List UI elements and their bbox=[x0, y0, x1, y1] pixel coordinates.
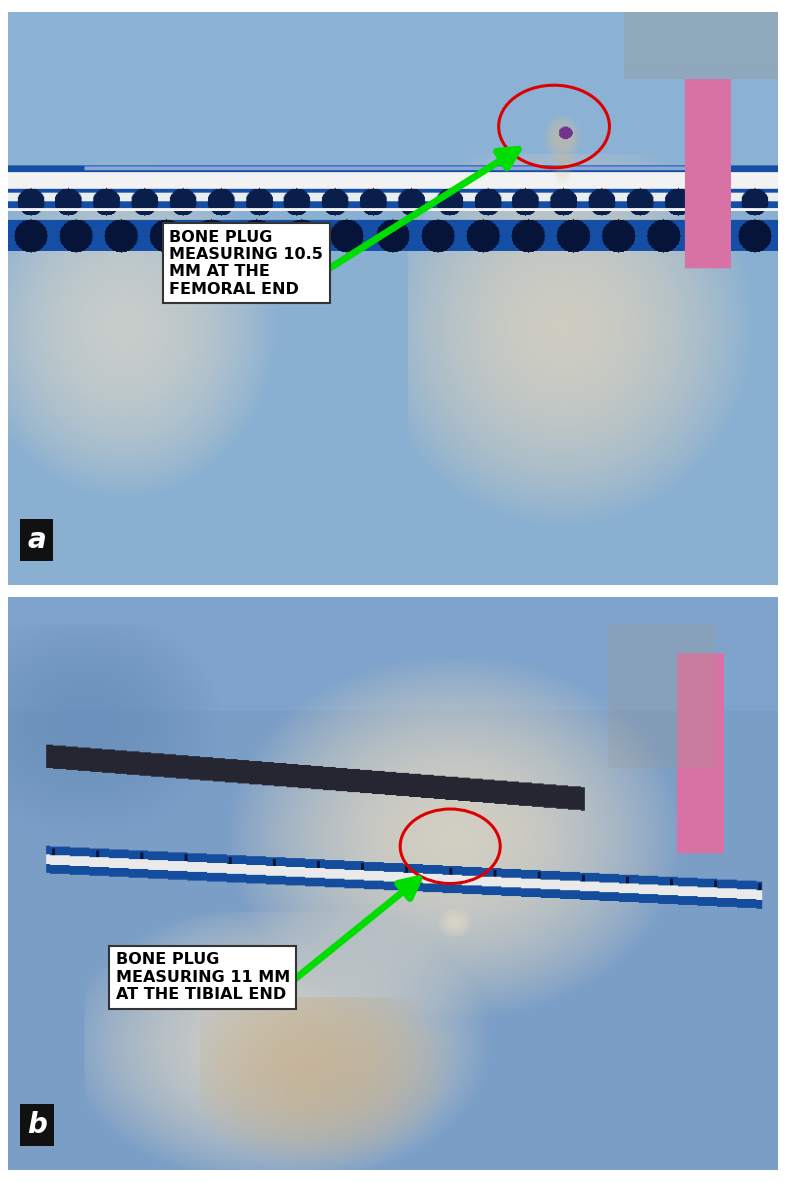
Text: BONE PLUG
MEASURING 10.5
MM AT THE
FEMORAL END: BONE PLUG MEASURING 10.5 MM AT THE FEMOR… bbox=[170, 229, 323, 297]
Text: BONE PLUG
MEASURING 11 MM
AT THE TIBIAL END: BONE PLUG MEASURING 11 MM AT THE TIBIAL … bbox=[115, 953, 290, 1002]
Text: b: b bbox=[27, 1111, 47, 1138]
Text: a: a bbox=[27, 526, 46, 553]
